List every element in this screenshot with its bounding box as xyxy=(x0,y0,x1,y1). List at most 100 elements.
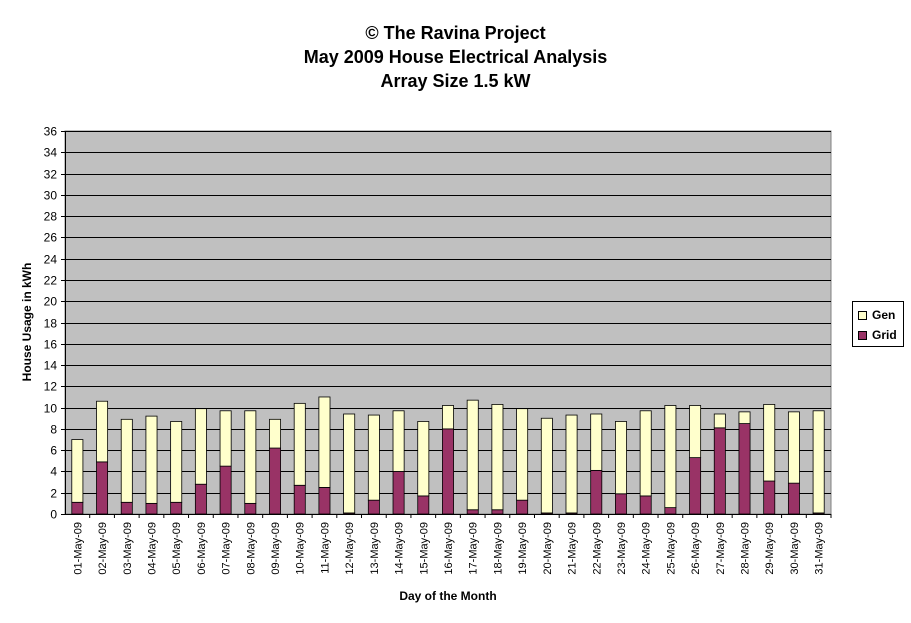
bar-grid-22 xyxy=(590,469,603,515)
x-tick-label: 20-May-09 xyxy=(542,522,554,575)
bar-grid-15 xyxy=(417,495,430,515)
x-tick-label: 01-May-09 xyxy=(72,522,84,575)
bar-gen-4 xyxy=(145,415,158,504)
legend-label-grid: Grid xyxy=(872,328,897,342)
legend-swatch-grid xyxy=(858,330,867,340)
bar-gen-31 xyxy=(812,410,825,514)
bar-grid-14 xyxy=(392,471,405,515)
x-tick-label: 31-May-09 xyxy=(814,522,826,575)
x-tick-label: 14-May-09 xyxy=(394,522,406,575)
bar-gen-30 xyxy=(787,411,800,484)
x-tick-label: 06-May-09 xyxy=(196,522,208,575)
bar-gen-11 xyxy=(318,396,331,488)
x-tick-label: 16-May-09 xyxy=(443,522,455,575)
bar-grid-18 xyxy=(491,509,504,515)
legend: Gen Grid xyxy=(852,301,904,347)
x-tick-label: 17-May-09 xyxy=(468,522,480,575)
bar-grid-9 xyxy=(269,447,281,515)
chart-title-line-1: © The Ravina Project xyxy=(365,23,546,43)
bar-gen-3 xyxy=(120,418,133,503)
y-tick-label: 24 xyxy=(44,253,58,267)
bar-gen-10 xyxy=(293,402,306,486)
y-axis-label: House Usage in kWh xyxy=(20,263,34,382)
bar-gen-6 xyxy=(194,408,207,485)
bar-grid-11 xyxy=(318,487,331,515)
bar-gen-16 xyxy=(442,405,454,430)
x-tick-label: 26-May-09 xyxy=(690,522,702,575)
x-tick-label: 07-May-09 xyxy=(221,522,233,575)
bar-grid-25 xyxy=(664,507,677,515)
y-tick-label: 12 xyxy=(44,380,58,394)
y-tick-label: 22 xyxy=(44,274,58,288)
x-tick-label: 09-May-09 xyxy=(270,522,282,575)
bar-gen-19 xyxy=(516,408,529,501)
x-tick-label: 04-May-09 xyxy=(146,522,158,575)
bar-grid-6 xyxy=(194,483,207,515)
bars xyxy=(71,396,825,515)
legend-label-gen: Gen xyxy=(872,308,896,322)
x-tick-label: 19-May-09 xyxy=(517,522,529,575)
x-tick-label: 12-May-09 xyxy=(344,522,356,575)
axes xyxy=(61,131,832,518)
x-tick-label: 21-May-09 xyxy=(567,522,579,575)
x-tick-label: 03-May-09 xyxy=(122,522,134,575)
x-tick-label: 25-May-09 xyxy=(665,522,677,575)
bar-gen-12 xyxy=(343,413,356,514)
y-tick-label: 4 xyxy=(50,465,57,479)
y-tick-label: 30 xyxy=(44,189,58,203)
y-tick-label: 28 xyxy=(44,210,58,224)
x-tick-label: 10-May-09 xyxy=(295,522,307,575)
bar-grid-27 xyxy=(713,427,726,515)
x-tick-label: 30-May-09 xyxy=(789,522,801,575)
bar-gen-2 xyxy=(96,400,109,463)
bar-grid-29 xyxy=(763,480,776,515)
y-tick-label: 32 xyxy=(44,168,58,182)
bar-gen-21 xyxy=(565,414,578,514)
bar-grid-19 xyxy=(516,499,529,515)
bar-gen-15 xyxy=(417,421,430,497)
bar-grid-28 xyxy=(738,423,751,515)
bar-gen-14 xyxy=(392,410,405,472)
x-tick-label: 15-May-09 xyxy=(418,522,430,575)
bar-gen-8 xyxy=(244,410,257,504)
bar-grid-30 xyxy=(787,482,800,515)
y-tick-label: 20 xyxy=(44,295,58,309)
bar-gen-23 xyxy=(615,421,627,495)
x-tick-label: 18-May-09 xyxy=(492,522,504,575)
bar-gen-17 xyxy=(466,399,479,511)
bar-grid-1 xyxy=(71,501,84,515)
x-tick-label: 05-May-09 xyxy=(171,522,183,575)
bar-grid-5 xyxy=(170,501,183,515)
y-tick-label: 18 xyxy=(44,317,58,331)
y-tick-label: 34 xyxy=(44,146,58,160)
x-tick-label: 23-May-09 xyxy=(616,522,628,575)
bar-gen-29 xyxy=(763,404,776,482)
bar-grid-13 xyxy=(367,499,380,515)
y-tick-label: 10 xyxy=(44,402,58,416)
y-tick-label: 8 xyxy=(50,423,57,437)
chart-title-line-2: May 2009 House Electrical Analysis xyxy=(303,47,608,67)
bar-grid-23 xyxy=(615,493,627,515)
bar-gen-24 xyxy=(639,410,652,497)
bar-gen-18 xyxy=(491,404,504,511)
bar-grid-2 xyxy=(96,461,109,515)
x-tick-labels: 01-May-09 02-May-09 03-May-09 04-May-09 05-M… xyxy=(72,522,825,575)
x-tick-label: 27-May-09 xyxy=(715,522,727,575)
x-tick-label: 11-May-09 xyxy=(319,522,331,574)
bar-gen-22 xyxy=(590,413,603,471)
x-tick-label: 22-May-09 xyxy=(591,522,603,575)
y-tick-label: 36 xyxy=(44,125,58,139)
x-tick-label: 28-May-09 xyxy=(740,522,752,575)
bar-grid-17 xyxy=(466,509,479,515)
legend-item-gen: Gen xyxy=(858,308,895,322)
x-tick-label: 29-May-09 xyxy=(764,522,776,575)
bar-gen-28 xyxy=(738,411,751,424)
y-tick-label: 2 xyxy=(50,487,57,501)
bar-grid-3 xyxy=(120,501,133,515)
chart-title-line-3: Array Size 1.5 kW xyxy=(380,71,531,91)
x-tick-label: 02-May-09 xyxy=(97,522,109,575)
bar-gen-26 xyxy=(689,405,702,459)
bar-gen-7 xyxy=(219,410,232,467)
bar-gen-1 xyxy=(71,439,84,503)
